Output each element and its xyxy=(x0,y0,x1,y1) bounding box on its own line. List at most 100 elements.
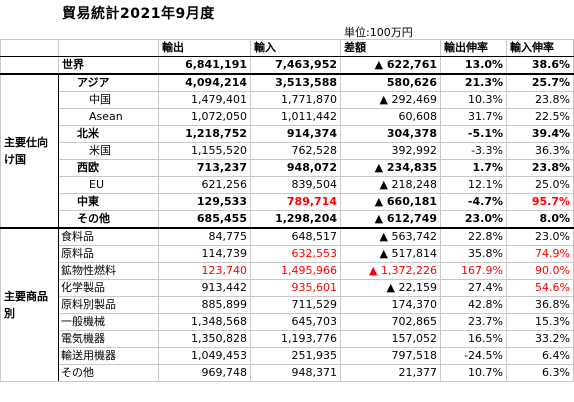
unit-label: 単位:100万円 xyxy=(344,26,413,39)
cell: 22.5% xyxy=(506,108,574,126)
row: 米国 1,155,520 762,528 392,992 -3.3% 36.3% xyxy=(1,142,574,160)
cell: 23.8% xyxy=(506,91,574,109)
header-cell: 輸入 xyxy=(250,39,341,57)
cell: ▲ 612,749 xyxy=(340,210,441,229)
row-label: EU xyxy=(58,176,159,194)
row-label: 原料別製品 xyxy=(58,296,159,314)
cell: 6.3% xyxy=(506,364,574,382)
row-label: 北米 xyxy=(58,125,159,143)
cell: 1,193,776 xyxy=(250,330,341,348)
cell: -4.7% xyxy=(440,193,507,211)
row-label: 化学製品 xyxy=(58,279,159,297)
row-label: その他 xyxy=(58,364,159,382)
cell: 580,626 xyxy=(340,73,441,92)
cell: 42.8% xyxy=(440,296,507,314)
cell: 13.0% xyxy=(440,56,507,75)
cell: 913,442 xyxy=(158,279,251,297)
row-label: 中東 xyxy=(58,193,159,211)
row: 電気機器 1,350,828 1,193,776 157,052 16.5% 33.2% xyxy=(1,330,574,348)
cell: 38.6% xyxy=(506,56,574,75)
header-cell xyxy=(0,39,59,57)
cell: ▲ 234,835 xyxy=(340,159,441,177)
cell: 762,528 xyxy=(250,142,341,160)
cell: 95.7% xyxy=(506,193,574,211)
cell xyxy=(0,56,59,75)
cell: 304,378 xyxy=(340,125,441,143)
cell: 25.0% xyxy=(506,176,574,194)
row-label: 米国 xyxy=(58,142,159,160)
cell: 25.7% xyxy=(506,73,574,92)
group-label: 主要仕向け国 xyxy=(0,73,59,229)
cell: 54.6% xyxy=(506,279,574,297)
row: 主要商品別 食料品 84,775 648,517 ▲ 563,742 22.8% 23.0% xyxy=(0,227,574,382)
header-cell xyxy=(58,39,159,57)
row: 原料別製品 885,899 711,529 174,370 42.8% 36.8% xyxy=(1,296,574,314)
cell: 8.0% xyxy=(506,210,574,229)
cell: 969,748 xyxy=(158,364,251,382)
header-cell: 輸入伸率 xyxy=(506,39,574,57)
row: 化学製品 913,442 935,601 ▲ 22,159 27.4% 54.6% xyxy=(1,279,574,297)
row-label: アジア xyxy=(58,73,159,92)
cell: 948,072 xyxy=(250,159,341,177)
row: 一般機械 1,348,568 645,703 702,865 23.7% 15.3% xyxy=(1,313,574,331)
row-label: 電気機器 xyxy=(58,330,159,348)
cell: ▲ 563,742 xyxy=(340,227,441,246)
cell: 645,703 xyxy=(250,313,341,331)
cell: ▲ 622,761 xyxy=(340,56,441,75)
row: EU 621,256 839,504 ▲ 218,248 12.1% 25.0% xyxy=(1,176,574,194)
row: 世界 6,841,191 7,463,952 ▲ 622,761 13.0% 38.6% xyxy=(0,56,574,75)
cell: -3.3% xyxy=(440,142,507,160)
cell: 74.9% xyxy=(506,245,574,263)
cell: 129,533 xyxy=(158,193,251,211)
cell: 21.3% xyxy=(440,73,507,92)
cell: 914,374 xyxy=(250,125,341,143)
row-label: Asean xyxy=(58,108,159,126)
row: 中東 129,533 789,714 ▲ 660,181 -4.7% 95.7% xyxy=(1,193,574,211)
cell: ▲ 22,159 xyxy=(340,279,441,297)
row-label: 中国 xyxy=(58,91,159,109)
cell: 33.2% xyxy=(506,330,574,348)
cell: 167.9% xyxy=(440,262,507,280)
cell: 251,935 xyxy=(250,347,341,365)
cell: 23.0% xyxy=(506,227,574,246)
header-cell: 輸出 xyxy=(158,39,251,57)
cell: 1.7% xyxy=(440,159,507,177)
cell: 685,455 xyxy=(158,210,251,229)
table-body: 輸出 輸入 差額 輸出伸率 輸入伸率 世界 6,841,191 7,463,952 ▲ 622,… xyxy=(0,39,574,382)
cell: 711,529 xyxy=(250,296,341,314)
cell: 6.4% xyxy=(506,347,574,365)
header-cell: 差額 xyxy=(340,39,441,57)
cell: 36.3% xyxy=(506,142,574,160)
row: 主要仕向け国 アジア 4,094,214 3,513,588 580,626 21.3% 2… xyxy=(0,73,574,229)
cell: 27.4% xyxy=(440,279,507,297)
cell: 36.8% xyxy=(506,296,574,314)
row: Asean 1,072,050 1,011,442 60,608 31.7% 22.5% xyxy=(1,108,574,126)
cell: 35.8% xyxy=(440,245,507,263)
cell: 1,155,520 xyxy=(158,142,251,160)
cell: 23.8% xyxy=(506,159,574,177)
cell: 90.0% xyxy=(506,262,574,280)
cell: 632,553 xyxy=(250,245,341,263)
row: 輸送用機器 1,049,453 251,935 797,518 -24.5% 6.4% xyxy=(1,347,574,365)
row-label: 一般機械 xyxy=(58,313,159,331)
cell: 1,218,752 xyxy=(158,125,251,143)
cell: 31.7% xyxy=(440,108,507,126)
cell: 4,094,214 xyxy=(158,73,251,92)
cell: 3,513,588 xyxy=(250,73,341,92)
cell: 60,608 xyxy=(340,108,441,126)
cell: 12.1% xyxy=(440,176,507,194)
row: 原料品 114,739 632,553 ▲ 517,814 35.8% 74.9% xyxy=(1,245,574,263)
cell: 1,011,442 xyxy=(250,108,341,126)
cell: 114,739 xyxy=(158,245,251,263)
row: 西欧 713,237 948,072 ▲ 234,835 1.7% 23.8% xyxy=(1,159,574,177)
row-label: 西欧 xyxy=(58,159,159,177)
row-label: 鉱物性燃料 xyxy=(58,262,159,280)
row: 北米 1,218,752 914,374 304,378 -5.1% 39.4% xyxy=(1,125,574,143)
cell: 21,377 xyxy=(340,364,441,382)
cell: 23.0% xyxy=(440,210,507,229)
row: その他 685,455 1,298,204 ▲ 612,749 23.0% 8.0% xyxy=(1,210,574,229)
cell: 797,518 xyxy=(340,347,441,365)
cell: 1,771,870 xyxy=(250,91,341,109)
cell: 84,775 xyxy=(158,227,251,246)
